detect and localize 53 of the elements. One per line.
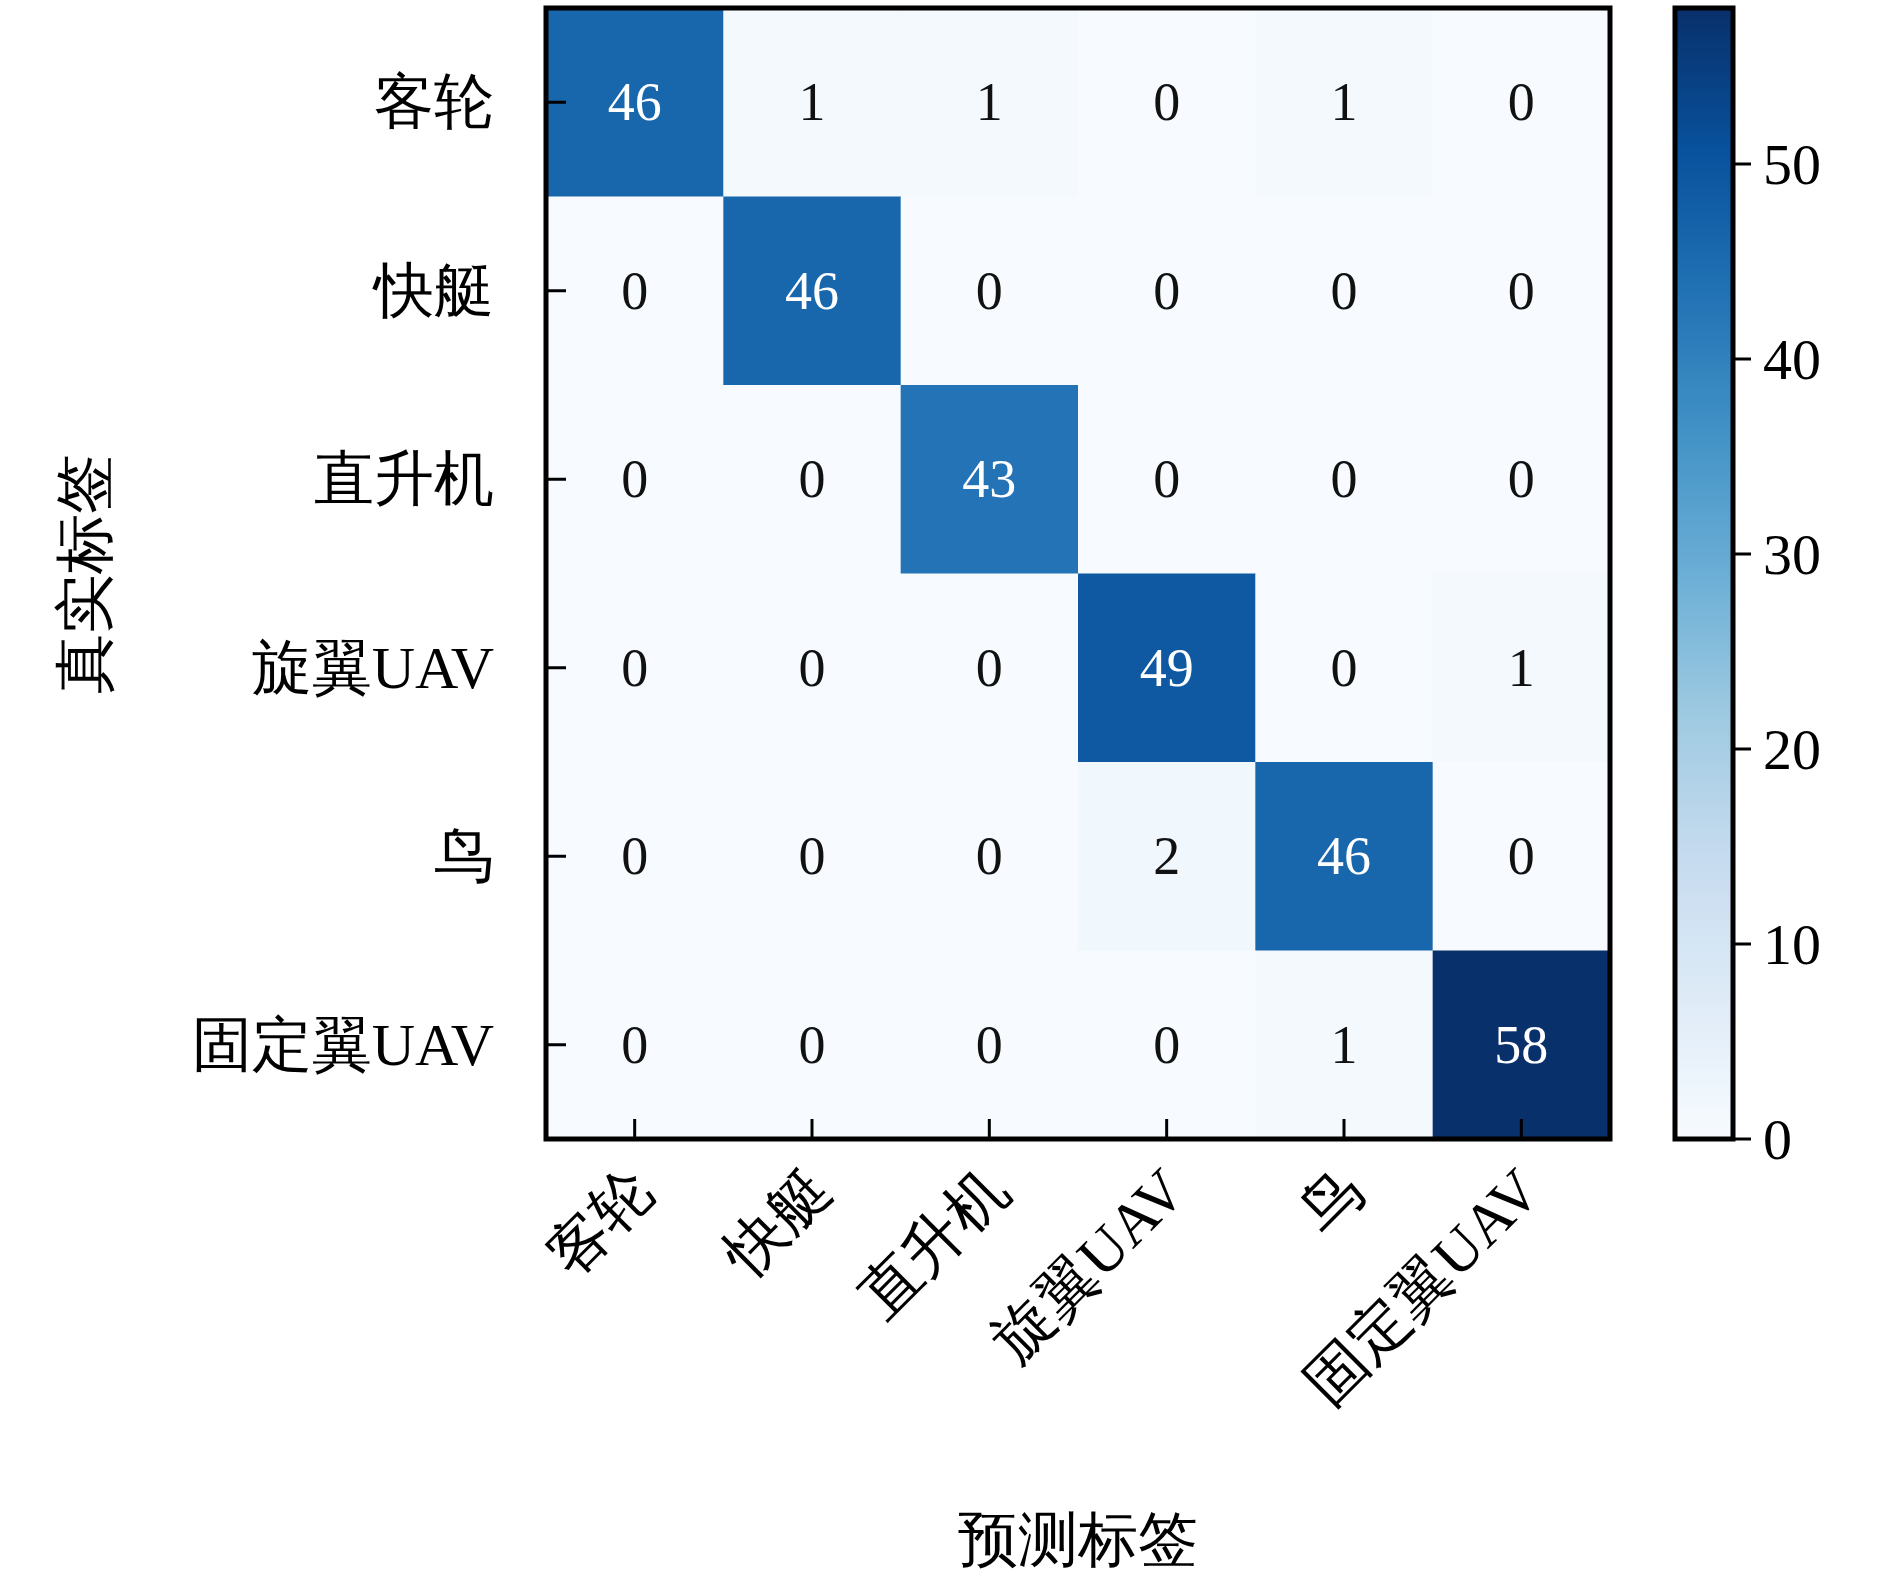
y-tick-label: 快艇 xyxy=(372,257,494,324)
data-label: 1 xyxy=(798,72,826,133)
data-label: 0 xyxy=(1153,449,1181,510)
data-label: 0 xyxy=(1153,72,1181,133)
data-label: 0 xyxy=(1507,449,1535,510)
x-tick-label: 客轮 xyxy=(534,1156,666,1289)
data-label: 1 xyxy=(975,72,1003,133)
color-bar-label: 40 xyxy=(1763,327,1821,392)
data-label: 43 xyxy=(962,449,1017,510)
data-label: 0 xyxy=(798,1014,826,1075)
y-tick-label: 客轮 xyxy=(374,69,494,136)
data-label: 0 xyxy=(621,1014,649,1075)
data-label: 0 xyxy=(1330,637,1358,698)
data-label: 58 xyxy=(1494,1014,1549,1075)
data-label: 0 xyxy=(621,260,649,321)
data-label: 0 xyxy=(798,826,826,887)
data-label: 0 xyxy=(1507,72,1535,133)
x-tick-label: 鸟 xyxy=(1286,1156,1376,1246)
color-bar-label: 0 xyxy=(1763,1107,1792,1172)
x-tick-label: 快艇 xyxy=(710,1156,844,1290)
data-label: 0 xyxy=(798,637,826,698)
color-bar-label: 30 xyxy=(1763,522,1821,587)
data-label: 0 xyxy=(1153,1014,1181,1075)
data-label: 0 xyxy=(975,260,1003,321)
data-label: 0 xyxy=(621,826,649,887)
data-label: 1 xyxy=(1330,72,1358,133)
data-label: 1 xyxy=(1330,1014,1358,1075)
y-axis-title: 真实标签 xyxy=(52,453,118,694)
color-bar-label: 20 xyxy=(1763,717,1821,782)
data-label: 0 xyxy=(1153,260,1181,321)
data-label: 46 xyxy=(1317,826,1371,887)
data-label: 0 xyxy=(798,449,826,510)
data-label: 0 xyxy=(975,637,1003,698)
data-label: 0 xyxy=(1330,260,1358,321)
data-label: 0 xyxy=(975,826,1003,887)
data-label: 49 xyxy=(1139,637,1194,698)
y-tick-label: 固定翼UAV xyxy=(191,1011,494,1078)
data-label: 0 xyxy=(1507,260,1535,321)
data-label: 0 xyxy=(621,449,649,510)
y-tick-label: 旋翼UAV xyxy=(251,634,494,701)
color-bar-label: 10 xyxy=(1763,912,1821,977)
x-axis-title: 预测标签 xyxy=(958,1507,1198,1573)
y-tick-label: 直升机 xyxy=(314,446,494,513)
data-label: 0 xyxy=(621,637,649,698)
y-tick-label: 鸟 xyxy=(434,823,494,890)
data-label: 46 xyxy=(785,260,839,321)
data-label: 0 xyxy=(1330,449,1358,510)
color-bar-label: 50 xyxy=(1763,132,1821,197)
data-label: 0 xyxy=(1507,826,1535,887)
data-label: 0 xyxy=(975,1014,1003,1075)
data-label: 1 xyxy=(1507,637,1535,698)
data-label: 2 xyxy=(1153,826,1181,887)
data-label: 46 xyxy=(607,72,662,133)
